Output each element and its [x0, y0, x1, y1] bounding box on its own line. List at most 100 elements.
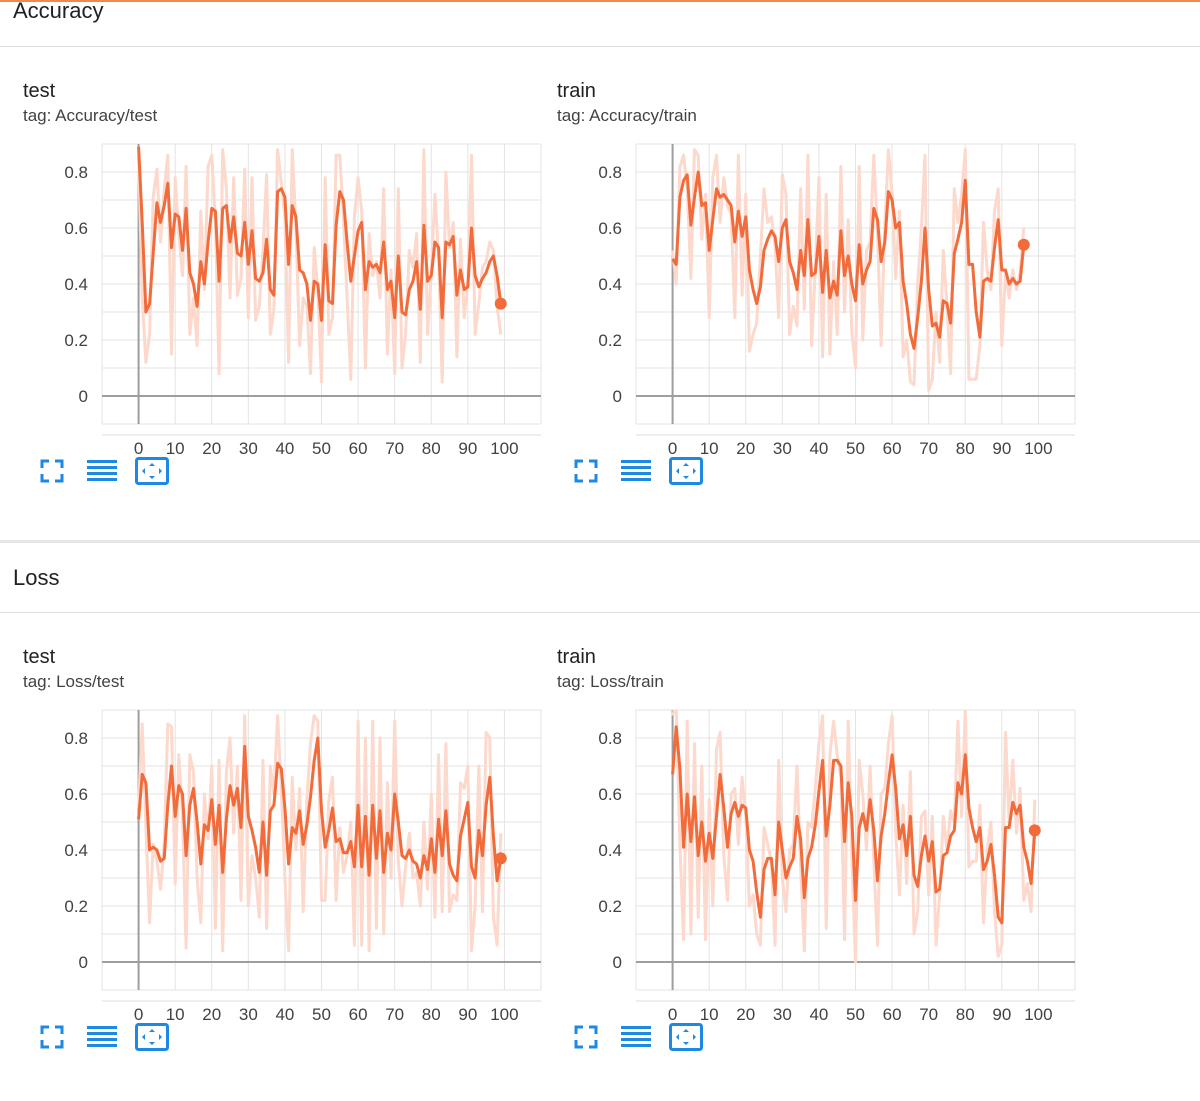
y-tick-label: 0.8 — [64, 163, 88, 182]
fit-domain-button[interactable] — [135, 456, 169, 486]
x-tick-label: 70 — [385, 1005, 404, 1024]
chart-card-accuracy-train: train tag: Accuracy/train 0 0.2 0.4 0.6 0.8 0… — [549, 80, 1083, 500]
chart-toolbar — [569, 456, 719, 486]
last-value-dot — [1028, 824, 1041, 837]
x-tick-label: 10 — [700, 439, 719, 458]
x-tick-label: 40 — [275, 439, 294, 458]
section-separator — [0, 540, 1200, 543]
smoothed-series-line — [137, 736, 503, 883]
line-chart[interactable]: 0 0.2 0.4 0.6 0.8 0 10 20 30 40 50 60 70 80 90 100 — [549, 694, 1083, 1024]
x-tick-label: 100 — [490, 439, 518, 458]
toggle-log-scale-button[interactable] — [85, 456, 119, 486]
x-tick-label: 90 — [992, 1005, 1011, 1024]
x-tick-label: 90 — [458, 439, 477, 458]
y-tick-label: 0 — [79, 953, 88, 972]
chart-card-accuracy-test: test tag: Accuracy/test 0 0.2 0.4 0.6 0.8 0 10… — [15, 80, 549, 500]
card-tag: tag: Accuracy/train — [557, 106, 697, 125]
card-title: train — [557, 80, 596, 102]
fullscreen-icon — [40, 459, 64, 483]
y-tick-label: 0.6 — [64, 219, 88, 238]
card-title: train — [557, 646, 596, 668]
x-tick-label: 80 — [422, 439, 441, 458]
y-tick-label: 0.4 — [64, 275, 88, 294]
x-tick-label: 90 — [992, 439, 1011, 458]
top-accent-bar — [0, 0, 1200, 2]
x-tick-label: 30 — [773, 1005, 792, 1024]
card-tag: tag: Loss/test — [23, 672, 125, 691]
chart-card-loss-test: test tag: Loss/test 0 0.2 0.4 0.6 0.8 0 10 20 30… — [15, 646, 549, 1066]
section-divider — [0, 46, 1200, 47]
raw-series-line — [671, 148, 1026, 392]
x-tick-label: 80 — [956, 1005, 975, 1024]
x-tick-label: 70 — [919, 1005, 938, 1024]
x-tick-label: 50 — [846, 439, 865, 458]
fullscreen-button[interactable] — [35, 1022, 69, 1052]
x-tick-label: 0 — [134, 1005, 143, 1024]
chart-toolbar — [569, 1022, 719, 1052]
y-tick-label: 0 — [79, 387, 88, 406]
fit-to-data-icon — [669, 457, 703, 485]
x-tick-label: 20 — [202, 439, 221, 458]
x-tick-label: 50 — [846, 1005, 865, 1024]
toggle-log-scale-button[interactable] — [619, 456, 653, 486]
x-tick-label: 80 — [956, 439, 975, 458]
x-tick-label: 0 — [668, 439, 677, 458]
chart-toolbar — [35, 456, 185, 486]
card-tag: tag: Loss/train — [557, 672, 664, 691]
line-chart[interactable]: 0 0.2 0.4 0.6 0.8 0 10 20 30 40 50 60 70 80 90 100 — [15, 694, 549, 1024]
smoothed-series-line — [671, 725, 1037, 925]
fit-domain-button[interactable] — [135, 1022, 169, 1052]
lines-icon — [87, 460, 117, 481]
raw-series-line — [671, 710, 1037, 964]
x-tick-label: 30 — [239, 439, 258, 458]
fullscreen-button[interactable] — [35, 456, 69, 486]
x-tick-label: 50 — [312, 439, 331, 458]
line-chart[interactable]: 0 0.2 0.4 0.6 0.8 0 10 20 30 40 50 60 70 80 90 100 — [549, 128, 1083, 458]
last-value-dot — [1017, 238, 1030, 251]
last-value-dot — [494, 852, 507, 865]
x-tick-label: 10 — [700, 1005, 719, 1024]
toggle-log-scale-button[interactable] — [619, 1022, 653, 1052]
fit-to-data-icon — [135, 1023, 169, 1051]
fit-to-data-icon — [669, 1023, 703, 1051]
y-tick-label: 0 — [613, 953, 622, 972]
y-tick-label: 0.6 — [64, 785, 88, 804]
x-tick-label: 90 — [458, 1005, 477, 1024]
x-tick-label: 0 — [134, 439, 143, 458]
fullscreen-button[interactable] — [569, 1022, 603, 1052]
fullscreen-icon — [574, 1025, 598, 1049]
x-tick-label: 20 — [736, 1005, 755, 1024]
x-tick-label: 60 — [349, 439, 368, 458]
fullscreen-icon — [40, 1025, 64, 1049]
y-tick-label: 0.2 — [64, 331, 88, 350]
x-tick-label: 70 — [385, 439, 404, 458]
card-title: test — [23, 646, 56, 668]
y-tick-label: 0.4 — [598, 841, 622, 860]
fit-domain-button[interactable] — [669, 1022, 703, 1052]
x-tick-label: 20 — [202, 1005, 221, 1024]
x-tick-label: 70 — [919, 439, 938, 458]
lines-icon — [621, 1026, 651, 1047]
x-tick-label: 40 — [275, 1005, 294, 1024]
x-tick-label: 60 — [883, 439, 902, 458]
x-tick-label: 40 — [809, 439, 828, 458]
x-tick-label: 80 — [422, 1005, 441, 1024]
toggle-log-scale-button[interactable] — [85, 1022, 119, 1052]
x-tick-label: 100 — [1024, 1005, 1052, 1024]
x-tick-label: 30 — [773, 439, 792, 458]
x-tick-label: 100 — [490, 1005, 518, 1024]
y-tick-label: 0.6 — [598, 785, 622, 804]
section-title-loss: Loss — [13, 565, 60, 590]
fullscreen-button[interactable] — [569, 456, 603, 486]
lines-icon — [87, 1026, 117, 1047]
section-title-accuracy: Accuracy — [13, 0, 104, 23]
card-tag: tag: Accuracy/test — [23, 106, 158, 125]
y-tick-label: 0.4 — [598, 275, 622, 294]
line-chart[interactable]: 0 0.2 0.4 0.6 0.8 0 10 20 30 40 50 60 70 80 90 100 — [15, 128, 549, 458]
y-tick-label: 0.8 — [598, 163, 622, 182]
fit-to-data-icon — [135, 457, 169, 485]
y-tick-label: 0.6 — [598, 219, 622, 238]
y-tick-label: 0 — [613, 387, 622, 406]
y-tick-label: 0.2 — [64, 897, 88, 916]
fit-domain-button[interactable] — [669, 456, 703, 486]
